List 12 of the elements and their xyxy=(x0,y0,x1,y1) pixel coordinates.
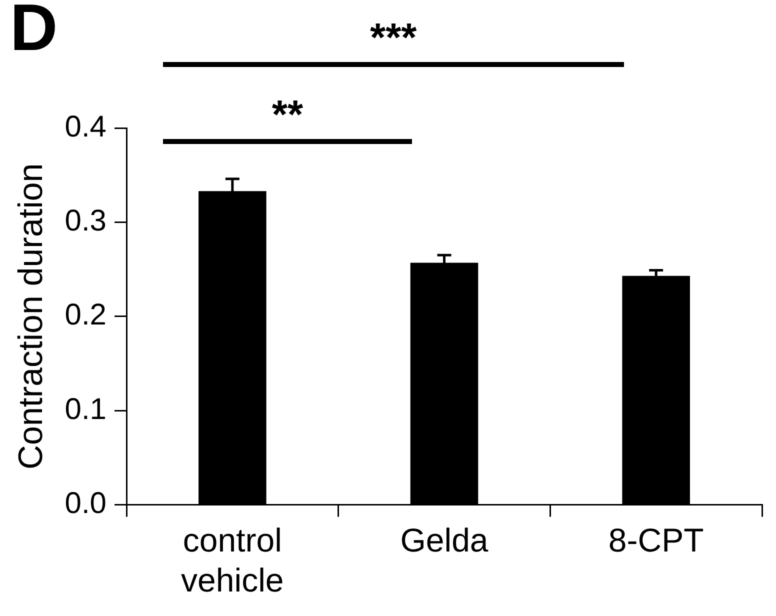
text: *** xyxy=(369,16,418,60)
y-tick-label: 0.2 xyxy=(64,298,107,332)
y-tick-label: 0.4 xyxy=(64,110,107,144)
y-axis-title: Contraction duration xyxy=(12,163,50,470)
x-tick-label: 8-CPT xyxy=(608,522,704,559)
x-tick-label: control vehicle xyxy=(181,522,284,598)
y-tick-label: 0.3 xyxy=(64,204,107,238)
y-tick-label: 0.0 xyxy=(64,487,107,520)
y-tick-label: 0.1 xyxy=(64,392,107,426)
x-tick-label: Gelda xyxy=(400,522,489,559)
annotation: ** xyxy=(270,93,304,137)
text: D xyxy=(10,0,58,64)
